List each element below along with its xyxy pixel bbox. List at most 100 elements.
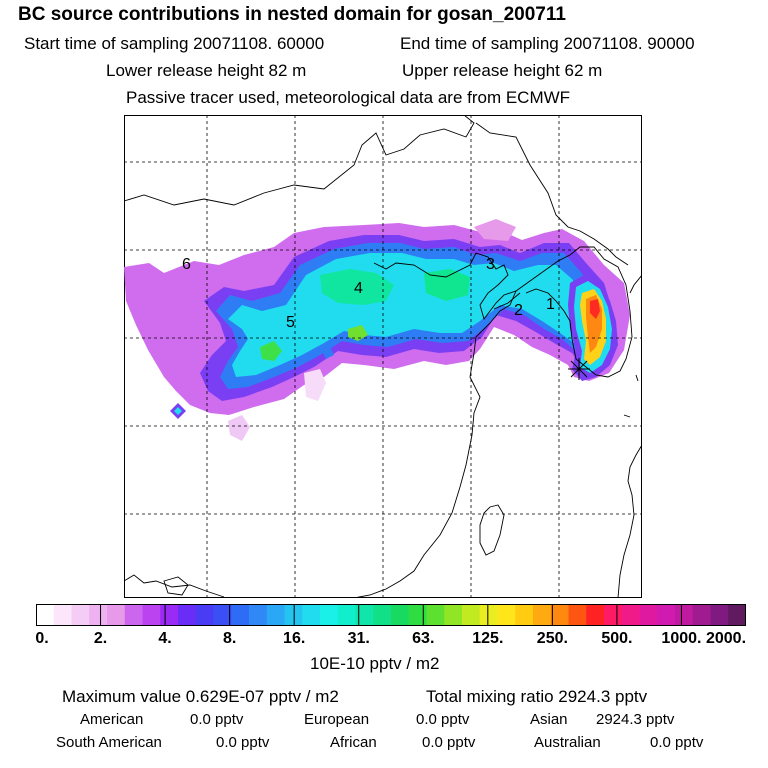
- color-scale-cell: [355, 604, 374, 626]
- color-scale-tick-label: 125.: [472, 630, 504, 647]
- european-value: 0.0 pptv: [416, 711, 470, 728]
- color-scale-cell: [249, 604, 268, 626]
- color-scale-cell: [639, 604, 658, 626]
- region-label-2: 2: [514, 302, 523, 319]
- korea-coast: [515, 246, 633, 378]
- color-scale-tick-label: 4.: [158, 630, 172, 647]
- color-scale-cell: [284, 604, 303, 626]
- region-label-3: 3: [486, 256, 495, 273]
- color-scale-cell: [550, 604, 570, 626]
- color-scale-cell: [302, 604, 321, 626]
- american-value: 0.0 pptv: [190, 711, 244, 728]
- plume-korea-red: [590, 299, 600, 319]
- receptor-star: [568, 358, 590, 380]
- color-scale-cell: [444, 604, 463, 626]
- color-scale-tick-label: 250.: [536, 630, 568, 647]
- plume-blue-spot: [322, 347, 334, 359]
- color-scale-cell: [266, 604, 286, 626]
- color-scale-tick-label: 8.: [222, 630, 237, 647]
- color-scale-tick-label: 2000.: [705, 630, 747, 647]
- color-scale-cell: [621, 604, 641, 626]
- region-label-4: 4: [354, 280, 363, 297]
- european-label: European: [304, 711, 370, 728]
- upper-release-height: Upper release height 62 m: [402, 61, 603, 80]
- color-scale-cell: [213, 604, 232, 626]
- color-scale-cell: [533, 604, 552, 626]
- japan-coast: [617, 274, 642, 598]
- color-scale-cell: [692, 604, 712, 626]
- plume-green-south: [260, 341, 282, 361]
- taiwan-coast: [479, 504, 505, 556]
- plot-title: BC source contributions in nested domain…: [18, 4, 566, 25]
- asian-label: Asian: [530, 711, 568, 728]
- australian-value: 0.0 pptv: [650, 734, 704, 751]
- tracer-note: Passive tracer used, meteorological data…: [126, 88, 571, 107]
- end-time: End time of sampling 20071108. 90000: [400, 34, 695, 53]
- color-scale-cell: [728, 604, 746, 626]
- color-scale-cell: [107, 604, 126, 626]
- lat-lon-grid: [124, 115, 642, 598]
- color-scale-cell: [160, 604, 179, 626]
- color-scale-cell: [373, 604, 392, 626]
- plume-southern-puff: [228, 415, 250, 441]
- south-american-value: 0.0 pptv: [216, 734, 270, 751]
- color-scale-cell: [178, 604, 197, 626]
- south-american-label: South American: [56, 734, 162, 751]
- lower-release-height: Lower release height 82 m: [106, 61, 307, 80]
- plume-southern-puff-2: [304, 369, 326, 401]
- american-label: American: [80, 711, 144, 728]
- plume-isolated-diamond-core: [174, 407, 182, 415]
- australian-label: Australian: [534, 734, 601, 751]
- color-scale-cell: [391, 604, 410, 626]
- color-scale-cell: [586, 604, 605, 626]
- color-scale-cell: [604, 604, 623, 626]
- inner-border: [493, 292, 521, 310]
- plume-green-sea: [320, 269, 394, 305]
- hainan-coast: [163, 576, 189, 596]
- start-time: Start time of sampling 20071108. 60000: [24, 34, 325, 53]
- color-scale-cell: [408, 604, 428, 626]
- color-scale-cell: [462, 604, 481, 626]
- color-scale-cell: [89, 604, 108, 626]
- color-scale-tick-label: 1000.: [661, 630, 702, 647]
- color-scale-cell: [53, 604, 73, 626]
- color-scale-cell: [568, 604, 587, 626]
- color-scale-cell: [71, 604, 90, 626]
- total-mixing-ratio: Total mixing ratio 2924.3 pptv: [426, 687, 648, 706]
- color-scale-tick-label: 16.: [283, 630, 306, 647]
- northern-border: [124, 115, 475, 206]
- color-scale-cell: [479, 604, 499, 626]
- color-scale-units: 10E-10 pptv / m2: [310, 654, 440, 673]
- color-scale-tick-label: 500.: [601, 630, 633, 647]
- color-scale-cell: [497, 604, 516, 626]
- coastlines-borders: [124, 115, 642, 598]
- plume-northeast-puff: [474, 219, 516, 241]
- color-scale-cell: [426, 604, 445, 626]
- region-label-1: 1: [546, 296, 555, 313]
- color-scale-cell: [36, 604, 55, 626]
- maximum-value: Maximum value 0.629E-07 pptv / m2: [62, 687, 339, 706]
- color-scale-tick-label: 31.: [347, 630, 370, 647]
- color-scale-cell: [337, 604, 357, 626]
- color-scale-cell: [124, 604, 144, 626]
- african-label: African: [330, 734, 377, 751]
- color-scale-tick-label: 0.: [35, 630, 49, 647]
- color-scale-cell: [320, 604, 339, 626]
- manchuria-border: [475, 122, 629, 266]
- plume-green-spot: [348, 325, 368, 341]
- region-label-6: 6: [182, 256, 191, 273]
- color-scale-cell: [195, 604, 215, 626]
- color-scale-tick-label: 63.: [412, 630, 435, 647]
- color-scale-cell: [675, 604, 694, 626]
- color-scale-cell: [710, 604, 729, 626]
- concentration-plume: [124, 219, 630, 441]
- color-scale-cell: [515, 604, 534, 626]
- plume-cyan: [228, 253, 592, 377]
- color-scale-tick-label: 2.: [93, 630, 108, 647]
- plume-green-central: [424, 269, 470, 301]
- source-contribution-map: 1 2 3 4 5 6: [124, 115, 642, 598]
- color-scale-cell: [142, 604, 161, 626]
- color-scale-bar: [36, 604, 746, 626]
- african-value: 0.0 pptv: [422, 734, 476, 751]
- color-scale-cell: [657, 604, 676, 626]
